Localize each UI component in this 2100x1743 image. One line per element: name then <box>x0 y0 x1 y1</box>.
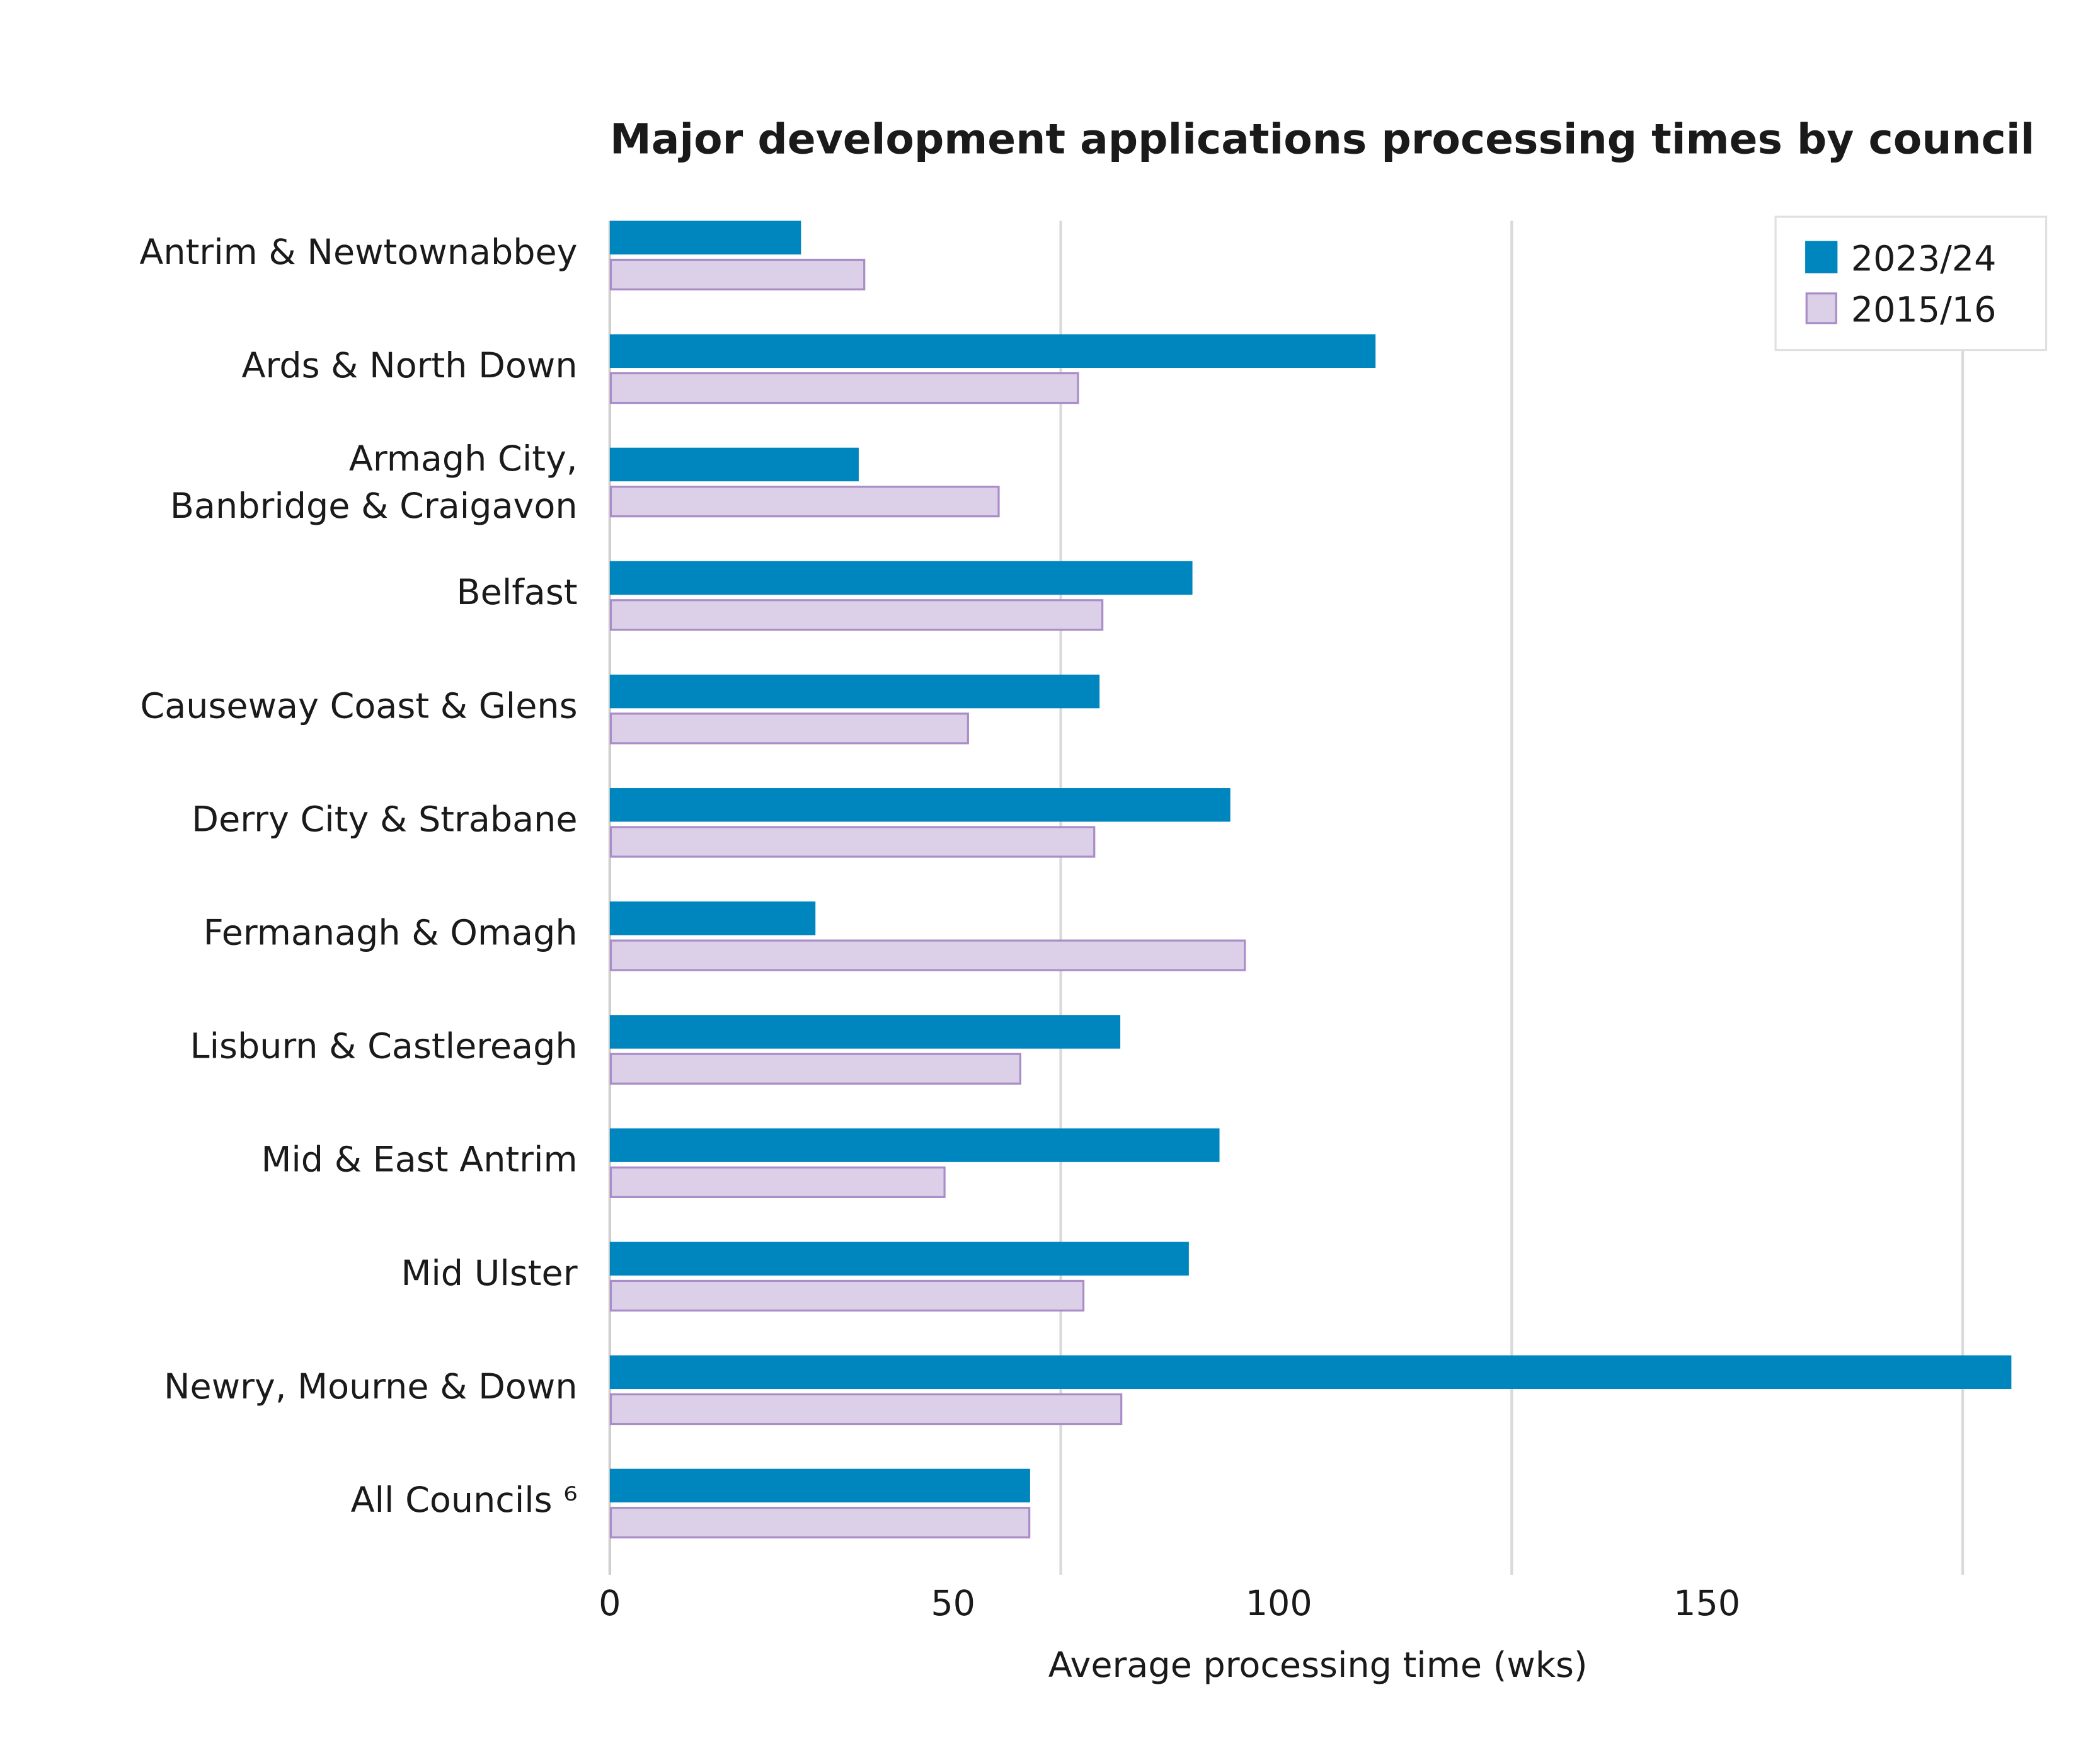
gridlines <box>608 220 1965 1575</box>
category-label: Mid & East Antrim <box>261 1140 577 1180</box>
category-label: Lisburn & Castlereagh <box>190 1026 578 1067</box>
category-label: Belfast <box>457 572 578 613</box>
bar-2015-16 <box>609 1166 946 1198</box>
bar-2023-24 <box>609 561 1193 595</box>
bar-2023-24 <box>609 1468 1030 1503</box>
legend-label-2023-24: 2023/24 <box>1851 239 1997 280</box>
bar-2023-24 <box>609 1015 1121 1049</box>
bar-2015-16 <box>609 939 1246 971</box>
bar-2023-24 <box>609 1242 1189 1276</box>
bar-2015-16 <box>609 826 1096 858</box>
legend-label-2015-16: 2015/16 <box>1851 290 1997 331</box>
bar-2023-24 <box>609 220 801 254</box>
bar-2015-16 <box>609 372 1079 404</box>
legend-box <box>1774 215 2048 351</box>
x-tick-label: 100 <box>1246 1583 1312 1624</box>
category-label: Causeway Coast & Glens <box>140 685 577 726</box>
bar-2015-16 <box>609 1279 1085 1312</box>
bar-2015-16 <box>609 1053 1021 1085</box>
x-tick-label: 0 <box>599 1583 621 1624</box>
bar-2015-16 <box>609 258 866 291</box>
category-labels: Antrim & Newtownabbey Ards & North Down Ar… <box>139 232 577 1521</box>
category-label: Banbridge & Craigavon <box>170 486 578 527</box>
bar-2023-24 <box>609 674 1100 709</box>
category-label: Armagh City, <box>349 438 578 479</box>
category-label: Ards & North Down <box>241 345 577 386</box>
bar-2015-16 <box>609 1393 1123 1426</box>
category-label: Newry, Mourne & Down <box>164 1366 578 1407</box>
chart-title: Major development applications processin… <box>610 115 2034 164</box>
x-tick-labels: 0 50 100 150 <box>599 1583 1740 1624</box>
x-tick-label: 150 <box>1673 1583 1740 1624</box>
legend-swatch-2015-16 <box>1805 292 1837 324</box>
bar-2023-24 <box>609 334 1376 369</box>
category-label: Mid Ulster <box>401 1253 577 1294</box>
bar-2015-16 <box>609 599 1104 631</box>
category-label: Fermanagh & Omagh <box>204 913 578 954</box>
bar-2023-24 <box>609 447 859 482</box>
category-label: Antrim & Newtownabbey <box>139 232 577 273</box>
bar-2023-24 <box>609 1128 1220 1162</box>
x-tick-label: 50 <box>931 1583 975 1624</box>
bar-2015-16 <box>609 486 1000 518</box>
bars <box>609 220 2012 1539</box>
category-label: All Councils ⁶ <box>351 1480 578 1521</box>
category-label: Derry City & Strabane <box>192 799 577 840</box>
legend: 2023/24 2015/16 <box>1774 215 2048 351</box>
bar-2015-16 <box>609 1507 1031 1539</box>
legend-swatch-2023-24 <box>1805 241 1838 273</box>
bar-2023-24 <box>609 788 1231 822</box>
x-axis-label: Average processing time (wks) <box>1048 1645 1588 1686</box>
bar-2023-24 <box>609 1355 2012 1389</box>
bar-2015-16 <box>609 712 969 745</box>
bar-2023-24 <box>609 901 816 935</box>
